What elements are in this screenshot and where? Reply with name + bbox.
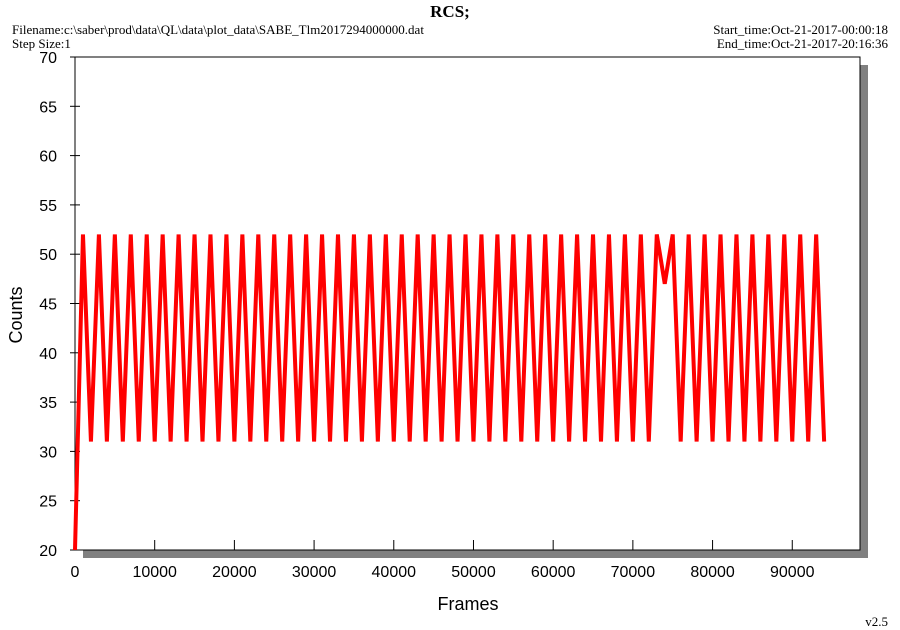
y-tick-label: 55 <box>39 198 57 215</box>
start-time: Start_time:Oct-21-2017-00:00:18 <box>713 22 888 37</box>
x-tick-label: 0 <box>71 564 80 581</box>
data-line <box>73 234 827 551</box>
x-tick-label: 40000 <box>372 564 417 581</box>
y-tick-label: 40 <box>39 346 57 363</box>
y-tick-label: 50 <box>39 247 57 264</box>
y-tick-label: 30 <box>39 444 57 461</box>
x-tick-label: 70000 <box>611 564 656 581</box>
filename: Filename:c:\saber\prod\data\QL\data\plot… <box>12 22 424 37</box>
x-tick-label: 10000 <box>132 564 177 581</box>
x-tick-label: 90000 <box>770 564 815 581</box>
x-tick-label: 50000 <box>451 564 496 581</box>
y-tick-label: 25 <box>39 494 57 511</box>
x-tick-label: 60000 <box>531 564 576 581</box>
version: v2.5 <box>865 614 888 629</box>
x-tick-label: 80000 <box>690 564 735 581</box>
chart-title: RCS; <box>430 2 470 21</box>
y-tick-label: 20 <box>39 543 57 560</box>
y-tick-label: 60 <box>39 149 57 166</box>
y-axis-label: Counts <box>6 286 26 343</box>
y-tick-label: 65 <box>39 99 57 116</box>
x-tick-label: 30000 <box>292 564 337 581</box>
step-size: Step Size:1 <box>12 36 71 51</box>
y-tick-label: 45 <box>39 297 57 314</box>
x-axis-label: Frames <box>437 594 498 614</box>
y-tick-label: 35 <box>39 395 57 412</box>
y-tick-label: 70 <box>39 50 57 67</box>
x-tick-label: 20000 <box>212 564 257 581</box>
end-time: End_time:Oct-21-2017-20:16:36 <box>717 36 889 51</box>
